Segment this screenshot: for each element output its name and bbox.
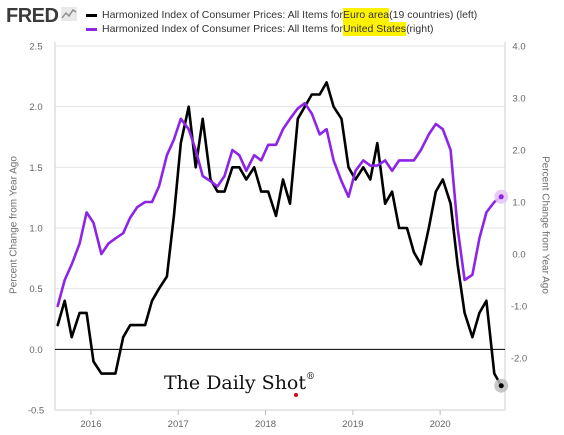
watermark-red-dot [294, 393, 298, 397]
legend-label-highlight: United States [343, 22, 407, 36]
line-chart-icon [61, 7, 77, 21]
legend-label-prefix: Harmonized Index of Consumer Prices: All… [102, 23, 344, 35]
series-line-euro-area [56, 81, 503, 388]
x-tick-label: 2017 [168, 419, 189, 430]
right-tick-label: 1.0 [512, 198, 525, 209]
series-line-united-states [56, 101, 503, 308]
left-tick-label: 2.0 [29, 102, 42, 113]
watermark-text: The Daily Shot [164, 372, 307, 394]
legend-label-suffix: (19 countries) (left) [389, 9, 478, 21]
left-tick-label: 0.5 [29, 284, 42, 295]
fred-logo[interactable]: FRED [6, 5, 59, 27]
x-tick-label: 2020 [430, 419, 451, 430]
left-tick-label: 1.0 [29, 224, 42, 235]
x-tick-label: 2018 [255, 419, 276, 430]
watermark: The Daily Shot® [164, 372, 315, 394]
x-tick-label: 2016 [80, 419, 101, 430]
last-point-united-states [498, 194, 504, 200]
right-tick-label: -1.0 [511, 302, 527, 313]
legend-label-highlight: Euro area [343, 8, 390, 22]
left-tick-label: 0.0 [29, 345, 42, 356]
left-tick-label: 1.5 [29, 163, 42, 174]
x-tick-label: 2019 [342, 419, 363, 430]
right-tick-label: 0.0 [512, 250, 525, 261]
right-tick-label: 3.0 [512, 94, 525, 105]
last-point-euro-area [498, 383, 504, 389]
legend-swatch-united-states [86, 27, 97, 31]
watermark-registered-mark: ® [306, 372, 316, 382]
right-tick-label: -2.0 [511, 354, 527, 365]
legend-swatch-euro-area [86, 13, 97, 17]
right-tick-label: 4.0 [512, 42, 525, 53]
left-tick-label: -0.5 [28, 406, 44, 417]
chart-legend: Harmonized Index of Consumer Prices: All… [86, 8, 477, 36]
right-tick-label: 2.0 [512, 146, 525, 157]
legend-item-euro-area: Harmonized Index of Consumer Prices: All… [86, 8, 477, 22]
left-tick-label: 2.5 [29, 42, 42, 53]
legend-item-united-states: Harmonized Index of Consumer Prices: All… [86, 22, 477, 36]
legend-label-prefix: Harmonized Index of Consumer Prices: All… [102, 9, 344, 21]
legend-label-suffix: (right) [406, 23, 434, 35]
